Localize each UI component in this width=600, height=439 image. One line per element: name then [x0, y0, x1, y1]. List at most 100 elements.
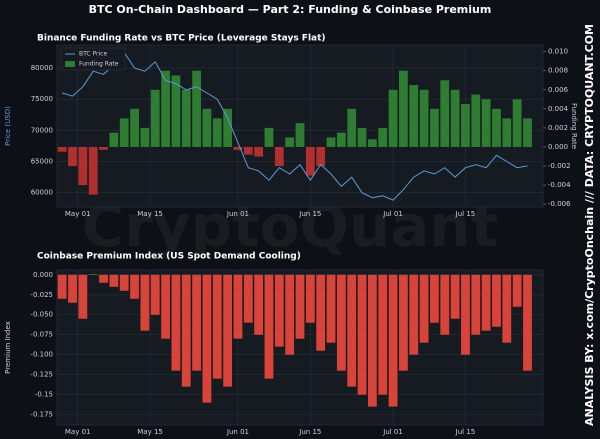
- page-title: BTC On-Chain Dashboard — Part 2: Funding…: [89, 3, 492, 16]
- bar: [419, 89, 429, 147]
- bar: [99, 274, 108, 283]
- y-tick-label: 0.000: [33, 271, 53, 279]
- bar: [450, 274, 460, 319]
- y-axis-label: Price (USD): [4, 106, 12, 146]
- bar: [140, 274, 150, 331]
- bar: [399, 274, 408, 371]
- bar: [212, 118, 222, 147]
- bar: [223, 274, 233, 387]
- y-tick-label: 80000: [31, 64, 53, 72]
- x-tick-label: Jul 15: [455, 428, 476, 436]
- bar: [357, 274, 367, 395]
- bar: [492, 274, 501, 327]
- bar: [88, 146, 98, 195]
- bar: [295, 274, 305, 339]
- bar: [99, 146, 108, 150]
- bar: [430, 274, 439, 323]
- x-tick-label: Jun 01: [226, 428, 249, 436]
- bar: [233, 146, 243, 150]
- bar: [254, 146, 264, 157]
- legend-label: BTC Price: [79, 51, 107, 58]
- bar: [119, 274, 129, 291]
- bar: [119, 118, 129, 147]
- price-line: [62, 51, 528, 201]
- y2-tick-label: 0.010: [548, 48, 568, 56]
- bar: [264, 127, 274, 147]
- bar: [285, 274, 295, 355]
- y-tick-label: -0.075: [30, 331, 53, 339]
- bar: [481, 99, 491, 147]
- bar: [471, 94, 481, 147]
- bar: [68, 274, 77, 303]
- bar: [181, 89, 191, 147]
- bar: [336, 274, 346, 371]
- bar: [171, 75, 181, 147]
- bar: [336, 132, 346, 147]
- y-tick-label: -0.100: [30, 351, 53, 359]
- bar: [357, 127, 367, 147]
- y-tick-label: 60000: [31, 189, 53, 197]
- plot-frame: [56, 44, 544, 208]
- bar: [130, 274, 139, 299]
- y-tick-label: 65000: [31, 158, 53, 166]
- bar: [326, 137, 336, 147]
- bar: [347, 274, 357, 387]
- bar: [461, 274, 470, 355]
- y2-tick-label: 0.002: [548, 124, 568, 132]
- bar: [512, 99, 522, 147]
- bar: [202, 274, 212, 403]
- legend-swatch: [65, 61, 75, 67]
- bar: [109, 132, 119, 147]
- chart-title: Binance Funding Rate vs BTC Price (Lever…: [37, 34, 326, 44]
- bar: [326, 274, 336, 343]
- legend-box: [60, 47, 126, 71]
- bar: [150, 89, 160, 147]
- bar: [171, 274, 181, 371]
- bar: [212, 274, 222, 379]
- bar: [243, 274, 253, 323]
- x-tick-label: Jun 01: [226, 210, 249, 218]
- x-tick-label: Jul 15: [455, 210, 476, 218]
- bar: [378, 127, 388, 147]
- y2-tick-label: 0.006: [548, 86, 569, 94]
- x-tick-label: May 15: [137, 210, 163, 218]
- bar: [223, 108, 233, 147]
- y-tick-label: -0.125: [30, 371, 53, 379]
- y2-tick-label: 0.000: [548, 143, 568, 151]
- bar: [440, 80, 450, 147]
- bar: [295, 123, 305, 147]
- bar: [140, 127, 150, 147]
- y2-tick-label: -0.004: [548, 181, 571, 189]
- bar: [305, 146, 315, 176]
- bar: [57, 274, 67, 299]
- bar: [347, 108, 357, 147]
- bar: [150, 274, 160, 315]
- bar: [409, 274, 419, 355]
- x-tick-label: Jul 01: [382, 428, 403, 436]
- bar: [378, 274, 388, 395]
- bar: [254, 274, 264, 335]
- x-tick-label: Jul 01: [382, 210, 403, 218]
- bar: [440, 274, 450, 335]
- y2-tick-label: -0.002: [548, 162, 571, 170]
- y2-tick-label: 0.004: [548, 105, 569, 113]
- bar: [430, 108, 439, 147]
- bar: [274, 146, 284, 167]
- bar: [523, 274, 532, 371]
- bar: [233, 274, 243, 339]
- bar: [512, 274, 522, 307]
- bar: [181, 274, 191, 387]
- y-tick-label: -0.025: [30, 291, 53, 299]
- x-tick-label: Jun 15: [298, 428, 321, 436]
- bar: [316, 146, 326, 167]
- bar: [78, 274, 88, 319]
- bar: [450, 89, 460, 147]
- bar: [243, 146, 253, 155]
- bar: [264, 274, 274, 379]
- bar: [305, 274, 315, 323]
- bar: [274, 274, 284, 347]
- bar: [192, 70, 201, 147]
- bar: [316, 274, 326, 351]
- bar: [409, 85, 419, 147]
